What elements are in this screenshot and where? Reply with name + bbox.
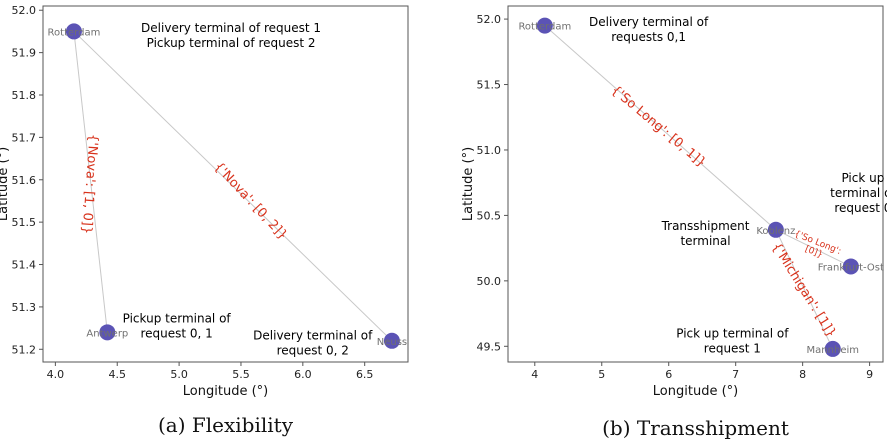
x-tick-label: 6.5 — [356, 368, 374, 381]
annotation-line: terminal — [680, 234, 730, 248]
annotation-line: Transshipment — [661, 219, 750, 233]
panel-b: 4 5 6 7 8 9 49.5 50.0 50.5 51.0 51.5 52.0 Longitude … — [461, 5, 887, 440]
annotation-line: Pick up terminal of — [676, 327, 789, 341]
y-tick-label: 51.9 — [12, 47, 37, 60]
plot-frame — [507, 5, 884, 363]
x-tick-label: 5 — [598, 368, 605, 381]
x-tick-label: 6 — [665, 368, 672, 381]
y-tick-label: 51.5 — [12, 216, 37, 229]
terminal-name: Rotterdam — [518, 22, 571, 33]
annotation-line: request 0, 1 — [140, 326, 212, 340]
y-tick-label: 51.0 — [477, 144, 502, 157]
terminal-point — [824, 340, 841, 357]
plot-frame — [42, 5, 409, 363]
x-tick-label: 7 — [732, 368, 739, 381]
x-tick-label: 5.5 — [232, 368, 250, 381]
edge-label: {'Nova': [0, 2]} — [211, 159, 291, 243]
route-edge — [544, 25, 777, 231]
annotation-line: Pickup terminal of — [123, 311, 232, 325]
panel-a: 4.0 4.5 5.0 5.5 6.0 6.5 51.2 51.3 51.4 51.5 51.6 51… — [0, 4, 409, 437]
terminal-annotation: Transshipment terminal — [661, 219, 750, 248]
edge-label-line: {'Nova': [0, 2]} — [211, 159, 291, 243]
terminal-point — [383, 332, 400, 349]
edge-label: {'So Long':[0]} — [789, 229, 842, 266]
terminal-point — [536, 17, 553, 34]
y-tick-label: 51.5 — [477, 79, 502, 92]
panel-caption: (b) Transshipment — [602, 416, 789, 440]
terminal-annotation: Delivery terminal of request 0, 2 — [253, 328, 373, 357]
terminal-name: Koblenz — [756, 226, 795, 237]
route-edge — [73, 31, 108, 333]
x-tick-label: 5.0 — [170, 368, 188, 381]
annotation-line: Pick up — [841, 171, 884, 185]
y-tick-label: 51.3 — [12, 301, 37, 314]
terminal-name: Neuss — [377, 337, 407, 348]
terminal-annotation: Delivery terminal of requests 0,1 — [589, 15, 709, 44]
annotation-line: Pickup terminal of request 2 — [147, 36, 316, 50]
annotation-line: Delivery terminal of — [253, 328, 373, 342]
y-axis-label: Latitude (°) — [0, 147, 11, 221]
annotation-line: request 0 — [834, 201, 887, 215]
terminal-name: Antwerp — [86, 328, 128, 339]
annotation-line: request 0, 2 — [277, 343, 349, 357]
y-tick-label: 51.6 — [12, 174, 37, 187]
annotation-line: requests 0,1 — [611, 30, 686, 44]
annotation-line: Delivery terminal of request 1 — [141, 21, 321, 35]
terminal-name: Mannheim — [807, 345, 859, 356]
annotation-line: Delivery terminal of — [589, 15, 709, 29]
panel-caption: (a) Flexibility — [158, 413, 294, 437]
route-edge — [775, 229, 852, 267]
y-tick-label: 50.0 — [477, 275, 502, 288]
annotation-line: terminal of — [830, 186, 887, 200]
y-tick-label: 51.7 — [12, 131, 37, 144]
y-tick-label: 51.4 — [12, 259, 37, 272]
terminal-point — [767, 221, 784, 238]
x-tick-label: 4 — [531, 368, 538, 381]
terminal-annotation: Pickup terminal of request 0, 1 — [123, 311, 232, 340]
x-axis-label: Longitude (°) — [653, 384, 738, 399]
y-tick-label: 50.5 — [477, 209, 502, 222]
terminal-name: Frankfurt-Ost — [818, 262, 884, 273]
x-tick-label: 8 — [799, 368, 806, 381]
terminal-name: Rotterdam — [48, 27, 101, 38]
terminal-annotation: Delivery terminal of request 1 Pickup ter… — [141, 21, 321, 50]
edge-label: {'So Long': [0, 1]} — [608, 83, 709, 171]
terminal-point — [99, 324, 116, 341]
edge-label-line: {'So Long': [0, 1]} — [608, 83, 709, 171]
route-edge — [73, 31, 393, 342]
y-tick-label: 49.5 — [477, 340, 502, 353]
terminal-point — [65, 23, 82, 40]
edge-label: {'Nova': [1, 0]} — [79, 133, 101, 234]
y-axis-label: Latitude (°) — [461, 147, 476, 221]
edge-label-line: {'Nova': [1, 0]} — [79, 133, 101, 234]
x-axis-label: Longitude (°) — [183, 384, 268, 399]
y-tick-label: 51.2 — [12, 343, 37, 356]
x-tick-label: 4.5 — [108, 368, 126, 381]
route-edge — [775, 229, 834, 350]
terminal-point — [842, 258, 859, 275]
y-tick-label: 51.8 — [12, 89, 37, 102]
y-tick-label: 52.0 — [12, 4, 37, 17]
x-tick-label: 6.0 — [294, 368, 312, 381]
x-tick-label: 4.0 — [47, 368, 65, 381]
annotation-line: request 1 — [704, 342, 761, 356]
y-tick-label: 52.0 — [477, 13, 502, 26]
terminal-annotation: Pick up terminal of request 1 — [676, 327, 789, 356]
x-tick-label: 9 — [866, 368, 873, 381]
